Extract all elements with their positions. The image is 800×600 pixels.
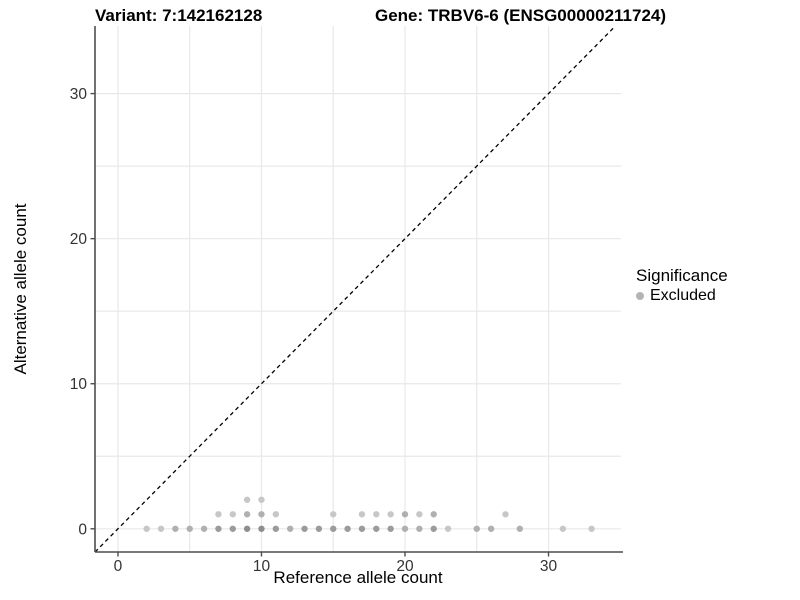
data-point <box>588 525 595 532</box>
x-tick-label: 10 <box>253 558 271 575</box>
data-point <box>143 525 150 532</box>
data-point <box>502 511 509 518</box>
data-point <box>229 525 236 532</box>
data-point <box>243 511 251 518</box>
data-point <box>559 525 567 532</box>
data-points <box>143 496 595 532</box>
data-point <box>272 511 280 518</box>
data-point <box>444 525 452 532</box>
data-point <box>416 511 423 518</box>
data-point <box>315 525 323 532</box>
legend-title: Significance <box>636 266 728 285</box>
data-point <box>330 525 337 532</box>
y-axis-title: Alternative allele count <box>11 203 30 375</box>
data-point <box>416 525 423 532</box>
data-point <box>373 511 380 518</box>
data-point <box>157 525 165 532</box>
data-point <box>215 511 222 518</box>
data-point <box>401 525 409 532</box>
data-point <box>243 525 251 532</box>
data-point <box>272 525 280 532</box>
data-point <box>330 511 337 518</box>
data-point <box>401 511 409 518</box>
axis-lines <box>94 26 623 553</box>
data-point <box>258 496 265 503</box>
identity-line <box>94 25 616 553</box>
x-tick-label: 20 <box>396 558 414 575</box>
identity-dashed-line <box>94 25 616 553</box>
data-point <box>200 525 208 532</box>
data-point <box>229 511 236 518</box>
legend-item-label: Excluded <box>650 287 716 304</box>
data-point <box>286 525 294 532</box>
variant-title: Variant: 7:142162128 <box>95 6 263 25</box>
gridlines <box>95 26 621 552</box>
legend: Significance Excluded <box>636 266 728 305</box>
data-point <box>301 525 308 532</box>
gene-title: Gene: TRBV6-6 (ENSG00000211724) <box>375 6 667 25</box>
legend-item: Excluded <box>636 287 728 305</box>
data-point <box>344 525 351 532</box>
data-point <box>258 511 265 518</box>
data-point <box>516 525 524 532</box>
data-point <box>258 525 265 532</box>
data-point <box>358 525 366 532</box>
data-point <box>430 525 437 532</box>
data-point <box>387 511 394 518</box>
data-point <box>373 525 380 532</box>
y-tick-label: 30 <box>70 86 88 103</box>
y-tick-label: 10 <box>70 376 88 393</box>
data-point <box>172 525 179 532</box>
y-tick-label: 20 <box>70 231 88 248</box>
data-point <box>215 525 222 532</box>
data-point <box>473 525 480 532</box>
axis-tick-labels: 0 10 20 30 0 10 20 30 <box>70 86 558 575</box>
data-point <box>358 511 366 518</box>
excluded-dot-icon <box>636 292 644 300</box>
x-axis-title: Reference allele count <box>273 568 443 587</box>
y-tick-label: 0 <box>78 521 87 538</box>
data-point <box>243 496 251 503</box>
data-point <box>430 511 437 518</box>
data-point <box>186 525 193 532</box>
x-tick-label: 0 <box>114 558 123 575</box>
data-point <box>387 525 394 532</box>
data-point <box>487 525 495 532</box>
axis-ticks <box>90 92 550 557</box>
x-tick-label: 30 <box>540 558 558 575</box>
